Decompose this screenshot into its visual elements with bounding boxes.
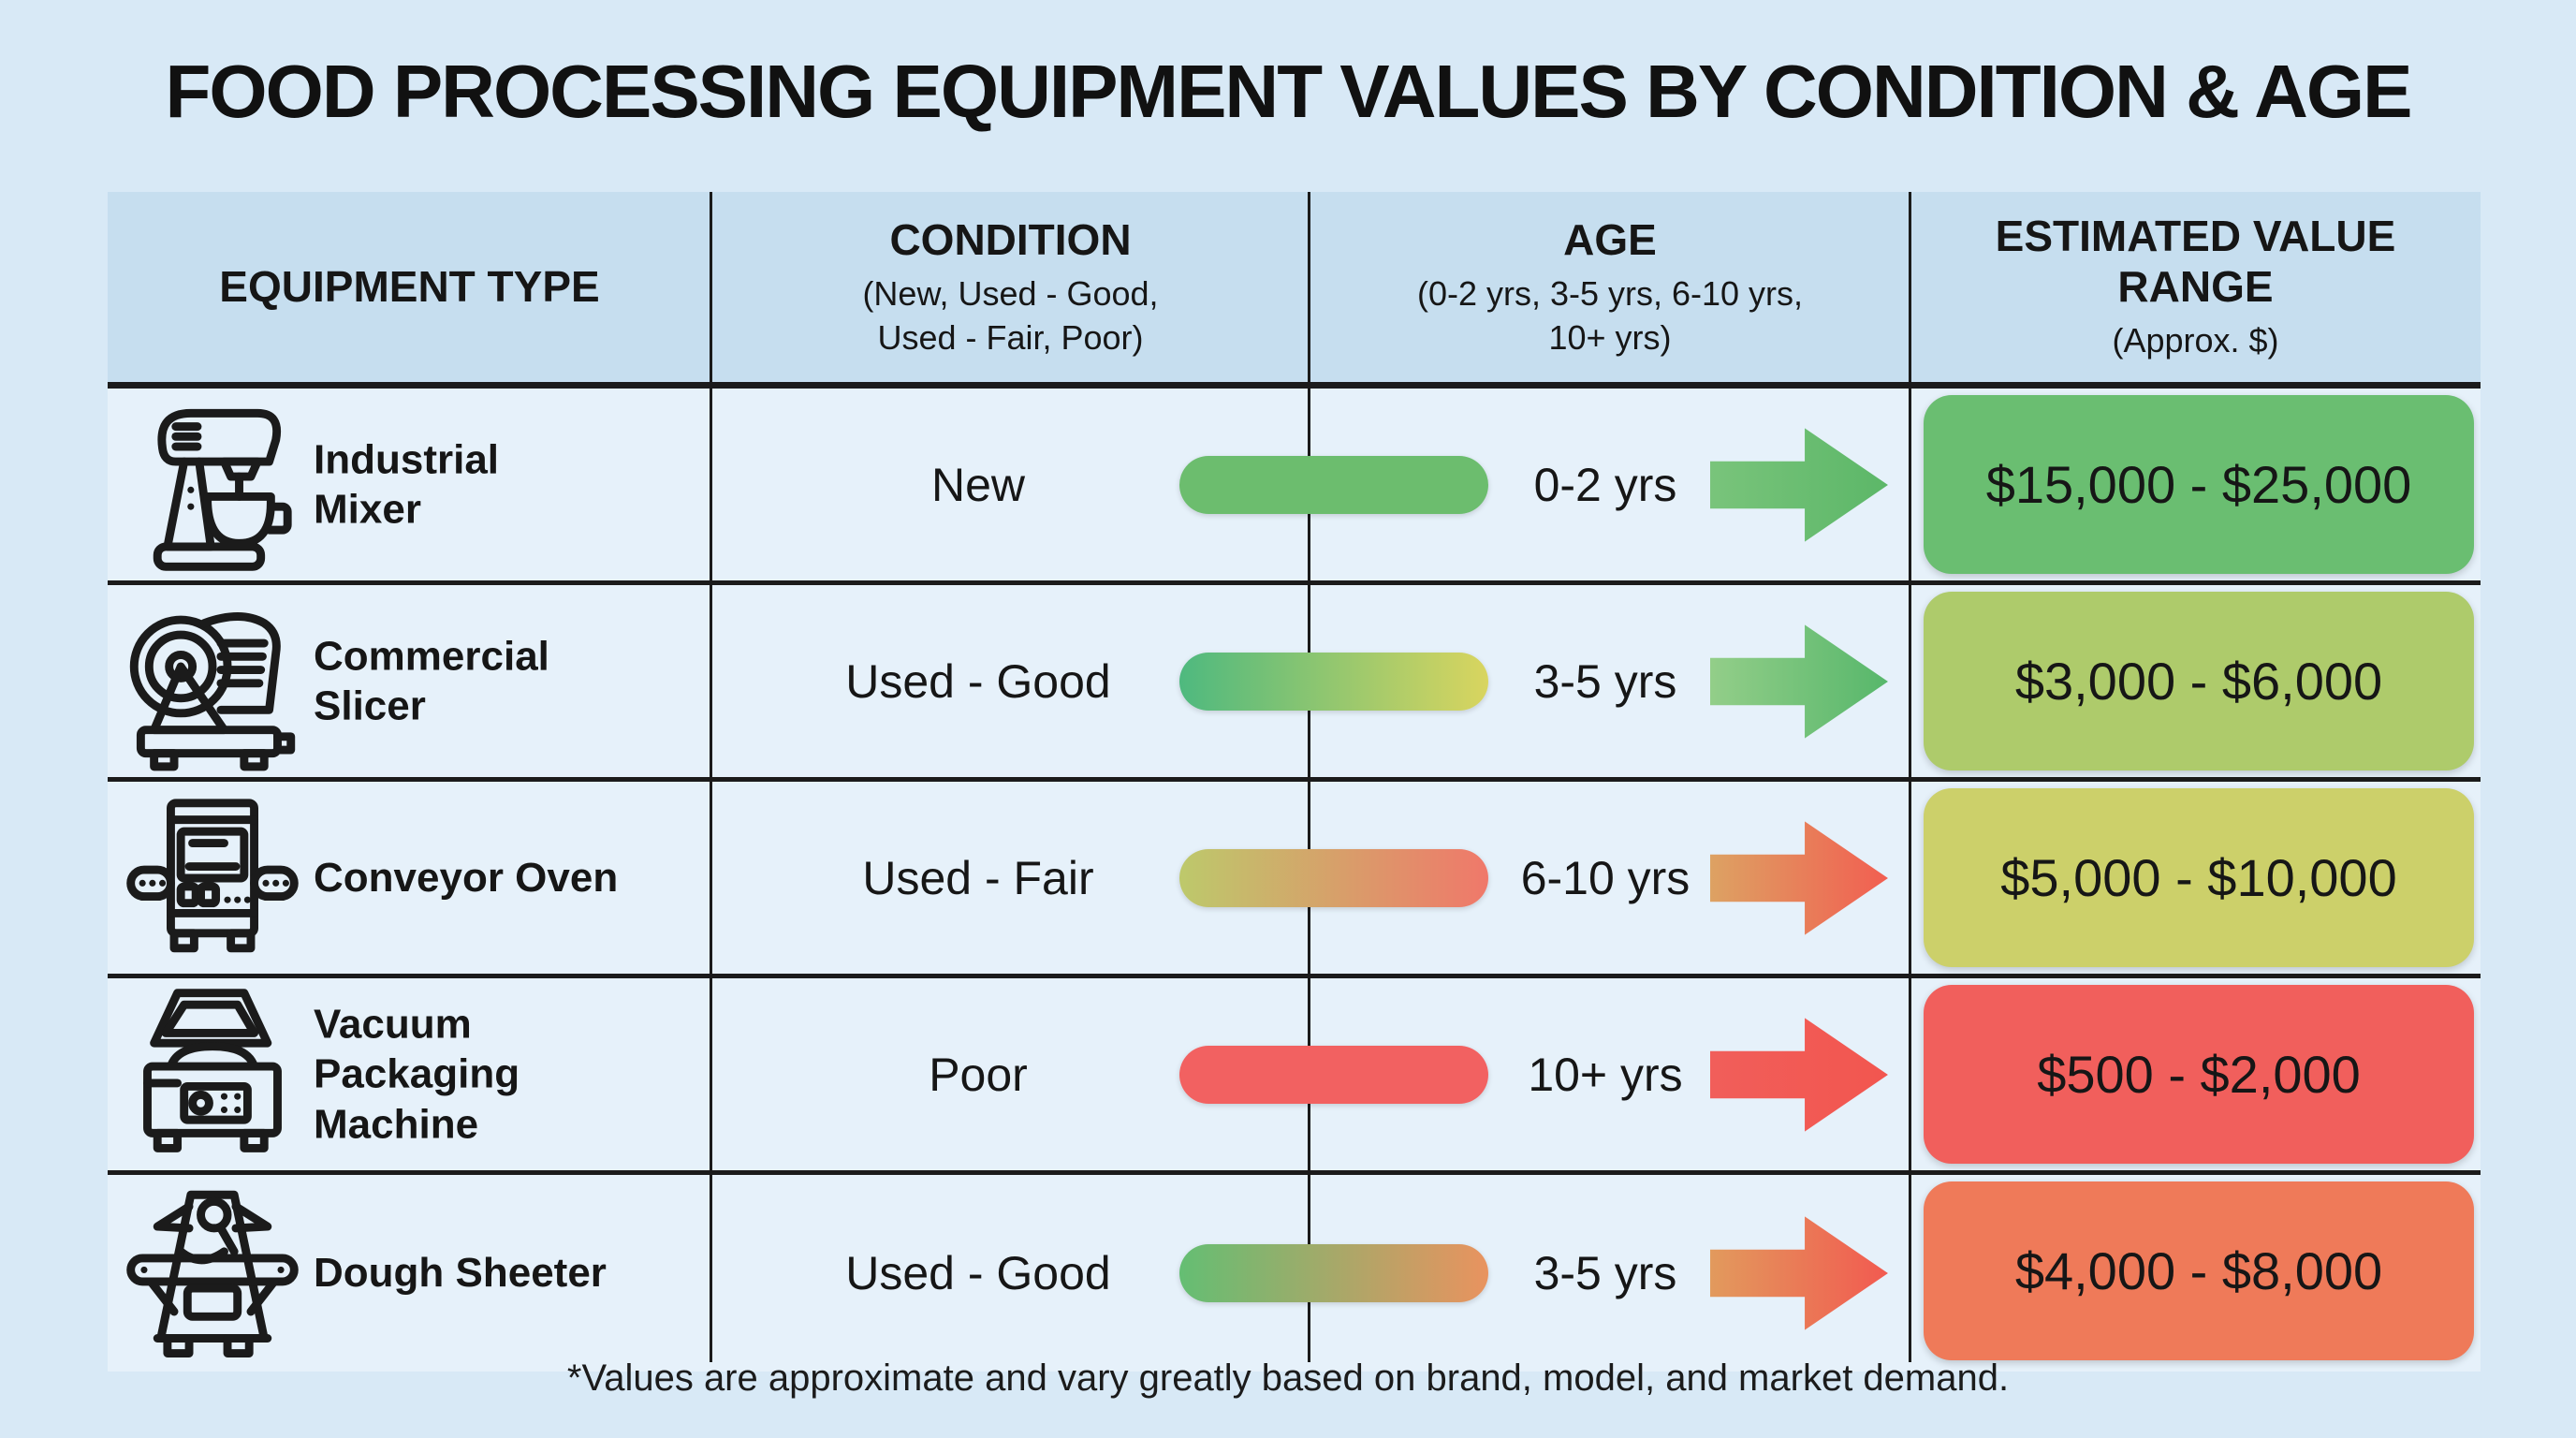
- stand-mixer-icon: [121, 393, 304, 577]
- arrow-right-icon: [1710, 807, 1890, 949]
- header-sublabel: (New, Used - Good, Used - Fair, Poor): [862, 273, 1159, 357]
- table-row: Dough Sheeter Used - Good 3-5 yrs $4,000…: [108, 1175, 2481, 1372]
- equipment-value-table: EQUIPMENT TYPE CONDITION (New, Used - Go…: [108, 192, 2481, 1372]
- equipment-name: Commercial Slicer: [314, 632, 549, 729]
- conveyor-oven-icon: [121, 786, 304, 970]
- footnote: *Values are approximate and vary greatly…: [566, 1357, 2010, 1399]
- age-value: 3-5 yrs: [1533, 654, 1677, 708]
- column-divider: [1909, 192, 1911, 1362]
- equipment-name: Industrial Mixer: [314, 435, 500, 533]
- condition-value: Used - Good: [845, 1247, 1111, 1299]
- age-value: 3-5 yrs: [1533, 1247, 1677, 1299]
- age-value: 0-2 yrs: [1533, 458, 1677, 511]
- value-range-text: $15,000 - $25,000: [1985, 455, 2412, 514]
- column-divider: [710, 192, 712, 1362]
- condition-value: New: [930, 458, 1026, 511]
- table-header-row: EQUIPMENT TYPE CONDITION (New, Used - Go…: [108, 192, 2481, 389]
- value-range-text: $5,000 - $10,000: [2000, 848, 2397, 907]
- header-age: AGE (0-2 yrs, 3-5 yrs, 6-10 yrs, 10+ yrs…: [1310, 192, 1910, 382]
- arrow-right-icon: [1710, 414, 1890, 556]
- equipment-name: Conveyor Oven: [314, 854, 619, 901]
- page-title: FOOD PROCESSING EQUIPMENT VALUES BY COND…: [165, 50, 2413, 133]
- meat-slicer-icon: [121, 590, 304, 773]
- age-value: 10+ yrs: [1528, 1048, 1683, 1101]
- vacuum-packaging-machine-icon: [121, 983, 304, 1167]
- header-equipment-type: EQUIPMENT TYPE: [108, 192, 711, 382]
- arrow-right-icon: [1710, 1202, 1890, 1344]
- value-range-badge: $4,000 - $8,000: [1924, 1181, 2474, 1360]
- table-row: Conveyor Oven Used - Fair 6-10 yrs $5,00…: [108, 782, 2481, 978]
- arrow-right-icon: [1710, 1004, 1890, 1146]
- condition-gradient-bar: [1179, 1244, 1488, 1302]
- condition-gradient-bar: [1179, 455, 1488, 514]
- header-condition: CONDITION (New, Used - Good, Used - Fair…: [711, 192, 1310, 382]
- condition-gradient-bar: [1179, 1045, 1488, 1104]
- header-sublabel: (0-2 yrs, 3-5 yrs, 6-10 yrs, 10+ yrs): [1416, 273, 1804, 357]
- value-range-text: $4,000 - $8,000: [2014, 1241, 2383, 1300]
- condition-value: Used - Fair: [862, 851, 1094, 904]
- value-range-badge: $500 - $2,000: [1924, 985, 2474, 1164]
- table-row: Vacuum Packaging Machine Poor 10+ yrs $5…: [108, 978, 2481, 1175]
- header-label: ESTIMATED VALUE RANGE: [1995, 211, 2396, 312]
- condition-gradient-bar: [1179, 848, 1488, 907]
- value-range-badge: $3,000 - $6,000: [1924, 592, 2474, 770]
- header-label: EQUIPMENT TYPE: [219, 262, 600, 312]
- equipment-name: Vacuum Packaging Machine: [314, 1000, 520, 1148]
- value-range-text: $3,000 - $6,000: [2014, 652, 2383, 711]
- dough-sheeter-icon: [121, 1181, 304, 1365]
- table-row: Industrial Mixer New 0-2 yrs $15,000 - $…: [108, 389, 2481, 585]
- column-divider: [1308, 192, 1310, 1362]
- header-label: CONDITION: [889, 214, 1132, 264]
- equipment-name: Dough Sheeter: [314, 1250, 607, 1297]
- value-range-text: $500 - $2,000: [2037, 1045, 2361, 1104]
- header-estimated-value: ESTIMATED VALUE RANGE (Approx. $): [1910, 192, 2481, 382]
- condition-gradient-bar: [1179, 652, 1488, 711]
- age-value: 6-10 yrs: [1520, 851, 1690, 904]
- header-sublabel: (Approx. $): [2112, 321, 2279, 360]
- arrow-right-icon: [1710, 610, 1890, 753]
- table-row: Commercial Slicer Used - Good 3-5 yrs $3…: [108, 585, 2481, 782]
- value-range-badge: $5,000 - $10,000: [1924, 788, 2474, 967]
- header-label: AGE: [1563, 214, 1657, 264]
- condition-value: Poor: [929, 1048, 1028, 1101]
- condition-value: Used - Good: [845, 654, 1111, 708]
- value-range-badge: $15,000 - $25,000: [1924, 395, 2474, 574]
